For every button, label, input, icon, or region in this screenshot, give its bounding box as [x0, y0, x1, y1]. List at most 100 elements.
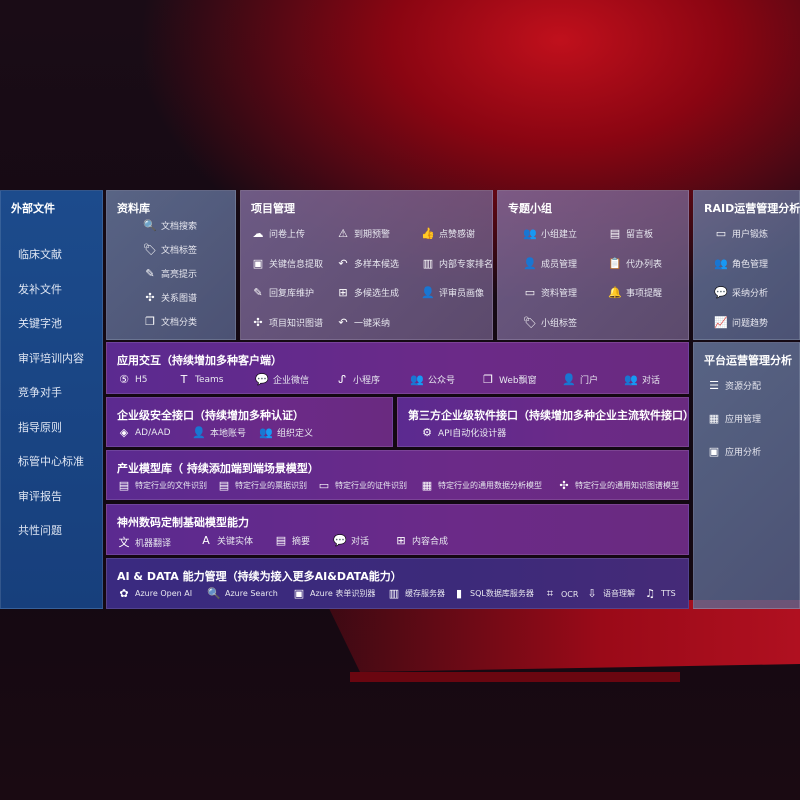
- chart-icon: ▦: [421, 479, 433, 492]
- raid-item[interactable]: 📈 问题趋势: [714, 316, 768, 329]
- item-label: 组织定义: [277, 429, 314, 439]
- item-label: 应用分析: [725, 448, 762, 458]
- industry-item[interactable]: ▭ 特定行业的证件识别: [317, 479, 407, 492]
- project-item[interactable]: ⚠ 到期预警: [336, 227, 390, 240]
- industry-item[interactable]: ▦ 特定行业的通用数据分析模型: [420, 479, 542, 492]
- external-file-item[interactable]: 指导原则: [18, 420, 62, 434]
- app-item[interactable]: 👥 公众号: [410, 373, 455, 386]
- project-item[interactable]: ▣ 关键信息提取: [251, 257, 323, 270]
- ai-item[interactable]: ⌗ OCR: [543, 587, 579, 601]
- library-item[interactable]: 🔍 文档搜索: [143, 219, 197, 232]
- project-item[interactable]: ↶ 一键采纳: [336, 316, 390, 329]
- external-file-item[interactable]: 审评培训内容: [18, 351, 84, 365]
- group-item[interactable]: 🔔 事项提醒: [608, 286, 662, 299]
- org-icon: 👥: [259, 426, 273, 439]
- item-label: 事项提醒: [626, 289, 663, 299]
- raid-item[interactable]: 💬 采纳分析: [714, 286, 768, 299]
- industry-item[interactable]: ▤ 特定行业的票据识别: [217, 479, 307, 492]
- ai-item[interactable]: ⇩ 语音理解: [585, 587, 635, 600]
- item-label: 特定行业的文件识别: [135, 481, 207, 490]
- security-item[interactable]: 👤 本地账号: [192, 426, 246, 439]
- app-item[interactable]: ❐ Web飘窗: [481, 373, 537, 386]
- item-label: 留言板: [626, 230, 654, 240]
- external-file-item[interactable]: 关键字池: [18, 317, 62, 330]
- library-item[interactable]: ✎ 高亮提示: [143, 267, 197, 280]
- app-item[interactable]: ⑤ H5: [117, 373, 147, 386]
- project-item[interactable]: 👍 点赞感谢: [421, 227, 475, 240]
- project-item[interactable]: ⊞ 多候选生成: [336, 286, 399, 299]
- external-file-item[interactable]: 竞争对手: [18, 386, 62, 399]
- platform-panel: 平台运营管理分析 ☰ 资源分配 ▦ 应用管理 ▣ 应用分析: [693, 342, 800, 609]
- platform-item[interactable]: ▦ 应用管理: [707, 412, 761, 425]
- item-label: 语音理解: [603, 589, 635, 598]
- project-item[interactable]: ▥ 内部专家排名: [421, 257, 493, 270]
- group-item[interactable]: 👥 小组建立: [523, 227, 577, 240]
- html5-icon: ⑤: [119, 373, 129, 386]
- external-file-item[interactable]: 标管中心标准: [18, 455, 84, 468]
- item-label: 资料管理: [541, 289, 578, 299]
- raid-item[interactable]: ▭ 用户锻炼: [714, 227, 768, 240]
- base-item[interactable]: A 关键实体: [199, 534, 253, 547]
- ai-item[interactable]: ✿ Azure Open AI: [117, 587, 192, 600]
- item-label: 机器翻译: [135, 538, 172, 549]
- project-item[interactable]: ✣ 项目知识图谱: [251, 316, 323, 329]
- bell-icon: 🔔: [608, 286, 622, 299]
- project-item[interactable]: ↶ 多样本候选: [336, 257, 399, 270]
- app-item[interactable]: ᔑ 小程序: [335, 373, 380, 386]
- background-shape: [325, 600, 800, 672]
- external-file-item[interactable]: 共性问题: [18, 524, 62, 537]
- security-item[interactable]: 👥 组织定义: [259, 426, 313, 439]
- platform-title: 平台运营管理分析: [704, 354, 792, 367]
- ai-item[interactable]: ▥ 缓存服务器: [387, 587, 445, 600]
- industry-item[interactable]: ▤ 特定行业的文件识别: [117, 479, 207, 492]
- item-label: 关键信息提取: [269, 259, 324, 270]
- app-item[interactable]: 💬 企业微信: [255, 373, 309, 386]
- item-label: 内部专家排名: [439, 259, 494, 270]
- item-label: 内容合成: [412, 537, 449, 547]
- platform-item[interactable]: ▣ 应用分析: [707, 445, 761, 458]
- app-item[interactable]: 👥 对话: [624, 373, 660, 386]
- library-title: 资料库: [117, 202, 150, 215]
- external-file-item[interactable]: 发补文件: [18, 282, 62, 296]
- raid-panel: RAID运营管理分析 ▭ 用户锻炼 👥 角色管理 💬 采纳分析 📈 问题趋势: [693, 190, 800, 340]
- item-label: 特定行业的通用知识图谱模型: [575, 481, 679, 490]
- project-item[interactable]: 👤 评审员画像: [421, 286, 484, 299]
- base-item[interactable]: ⊞ 内容合成: [394, 534, 448, 547]
- group-item[interactable]: 📋 代办列表: [608, 257, 662, 270]
- base-item[interactable]: ▤ 摘要: [274, 534, 310, 547]
- clipboard-icon: 📋: [608, 256, 622, 270]
- platform-item[interactable]: ☰ 资源分配: [707, 379, 761, 392]
- base-item[interactable]: 文机器翻译: [117, 534, 172, 550]
- base-item[interactable]: 💬 对话: [333, 534, 369, 547]
- raid-title: RAID运营管理分析: [704, 202, 800, 215]
- project-item[interactable]: ✎ 回复库维护: [251, 286, 314, 299]
- security-item[interactable]: ◈ AD/AAD: [117, 426, 171, 439]
- project-item[interactable]: ☁ 问卷上传: [251, 227, 306, 240]
- doc-search-icon: 🔍: [143, 219, 157, 232]
- thirdparty-item[interactable]: ⚙ API自动化设计器: [420, 426, 506, 439]
- group-item[interactable]: 🏷 小组标签: [523, 316, 577, 329]
- app-item[interactable]: 👤 门户: [562, 373, 598, 386]
- item-label: 关系图谱: [161, 294, 198, 304]
- library-item[interactable]: 🏷 文档标签: [143, 243, 197, 256]
- library-item[interactable]: ✣ 关系图谱: [143, 291, 197, 304]
- ai-item[interactable]: ▮ SQL数据库服务器: [452, 587, 534, 600]
- entity-icon: A: [202, 534, 210, 547]
- user-icon: 👤: [421, 286, 435, 299]
- group-item[interactable]: ▤ 留言板: [608, 227, 653, 240]
- external-file-item[interactable]: 审评报告: [18, 489, 62, 503]
- library-item[interactable]: ❐ 文档分类: [143, 315, 197, 328]
- app-item[interactable]: T Teams: [177, 373, 224, 386]
- group-item[interactable]: 👤 成员管理: [523, 257, 577, 270]
- form-icon: ▣: [293, 587, 305, 600]
- ai-item[interactable]: ▣ Azure 表单识别器: [292, 587, 376, 600]
- window-icon: ❐: [483, 373, 493, 386]
- analytics-icon: ▣: [708, 445, 720, 458]
- ai-item[interactable]: ♫ TTS: [643, 587, 676, 600]
- industry-item[interactable]: ✣ 特定行业的通用知识图谱模型: [557, 479, 679, 492]
- raid-item[interactable]: 👥 角色管理: [714, 257, 768, 270]
- external-file-item[interactable]: 临床文献: [18, 248, 62, 261]
- app-title: 应用交互（持续增加多种客户端）: [117, 354, 282, 367]
- group-item[interactable]: ▭ 资料管理: [523, 286, 577, 299]
- ai-item[interactable]: 🔍 Azure Search: [207, 587, 278, 600]
